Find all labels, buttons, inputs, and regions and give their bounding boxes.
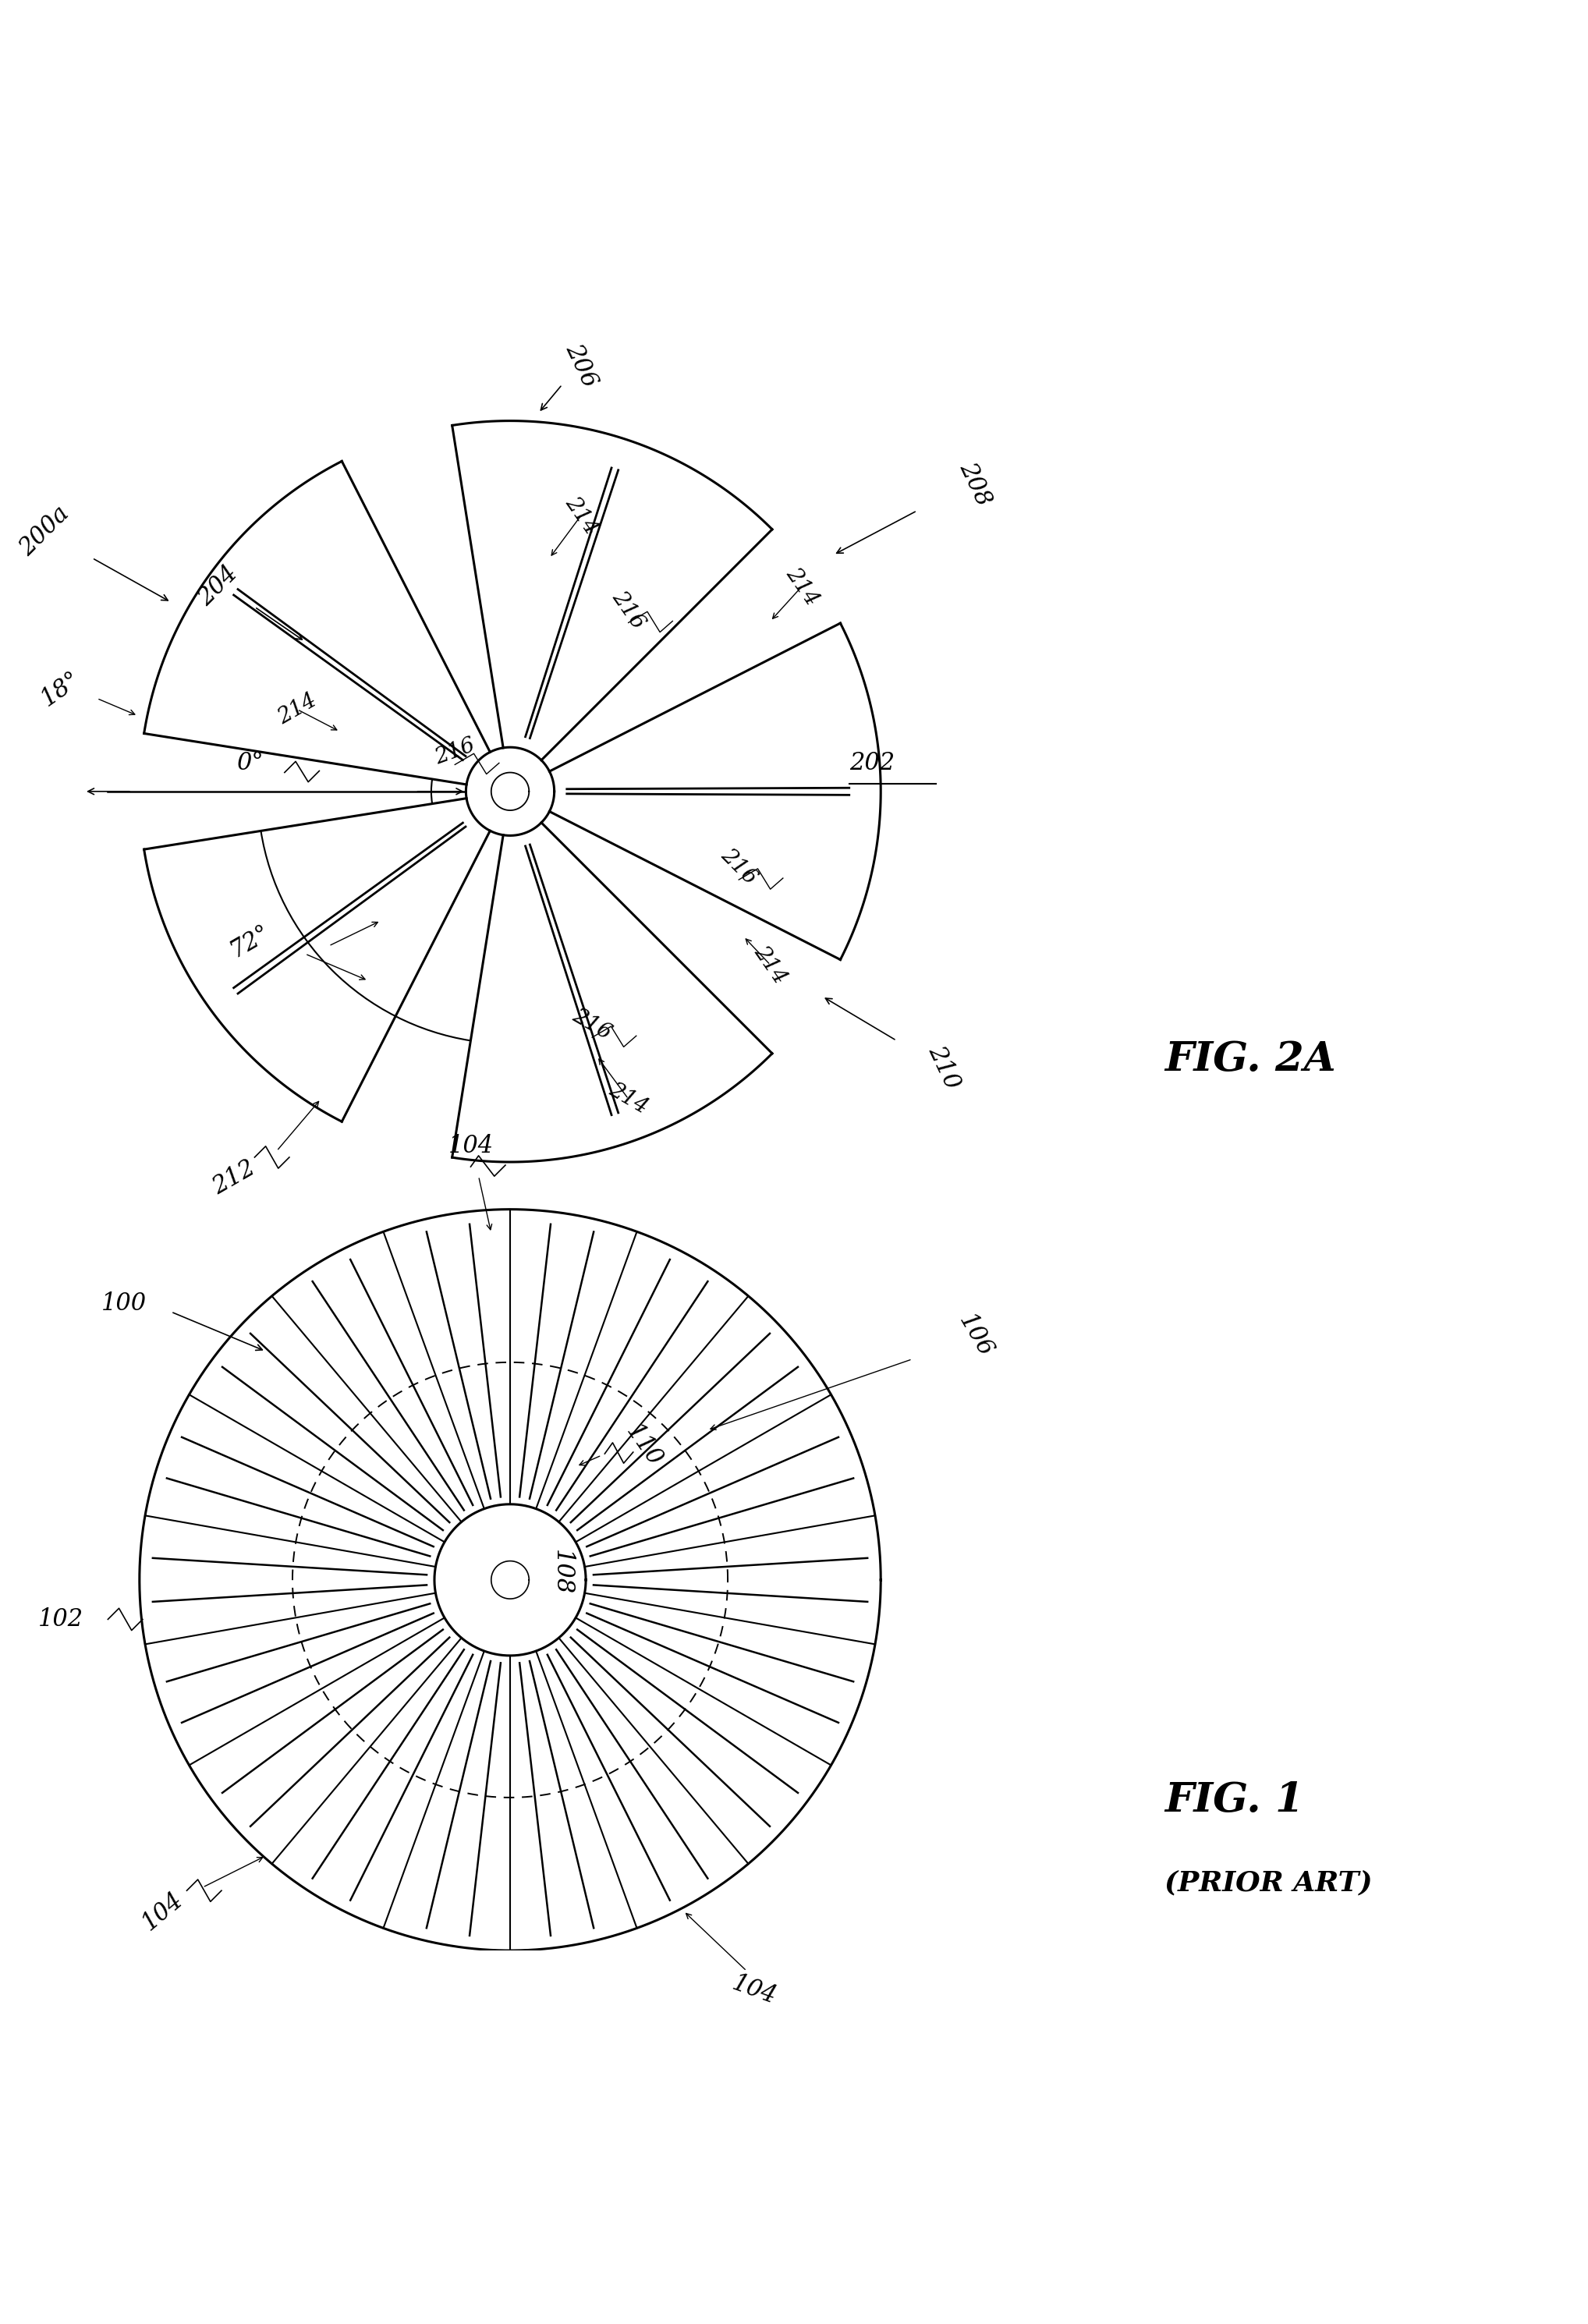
Text: 214: 214 [750, 941, 791, 988]
Text: 214: 214 [605, 1078, 651, 1118]
Text: 100: 100 [102, 1292, 146, 1315]
Text: 200a: 200a [16, 502, 75, 560]
Text: 104: 104 [448, 1134, 494, 1157]
Text: 110: 110 [621, 1420, 667, 1471]
Text: 216: 216 [432, 734, 478, 769]
Text: 216: 216 [608, 588, 649, 632]
Text: 102: 102 [38, 1608, 83, 1631]
Text: 214: 214 [561, 493, 602, 539]
Text: 106: 106 [953, 1311, 997, 1362]
Text: 204: 204 [194, 562, 243, 611]
Text: 206: 206 [561, 339, 602, 390]
Text: 0°: 0° [237, 751, 264, 776]
Text: 214: 214 [781, 562, 823, 609]
Text: 202: 202 [850, 751, 894, 776]
Text: 216: 216 [569, 1006, 615, 1043]
Text: 216: 216 [716, 846, 761, 890]
Text: 212: 212 [208, 1155, 260, 1199]
Text: FIG. 1: FIG. 1 [1164, 1780, 1304, 1820]
Text: 214: 214 [275, 690, 321, 730]
Text: 108: 108 [549, 1550, 573, 1594]
Text: 104: 104 [138, 1887, 189, 1936]
Text: 208: 208 [954, 458, 996, 509]
Text: 104: 104 [729, 1971, 780, 2008]
Text: FIG. 2A: FIG. 2A [1164, 1039, 1336, 1078]
Text: 210: 210 [923, 1041, 964, 1092]
Text: 72°: 72° [225, 920, 275, 962]
Text: 18°: 18° [37, 667, 84, 711]
Text: (PRIOR ART): (PRIOR ART) [1164, 1868, 1372, 1896]
